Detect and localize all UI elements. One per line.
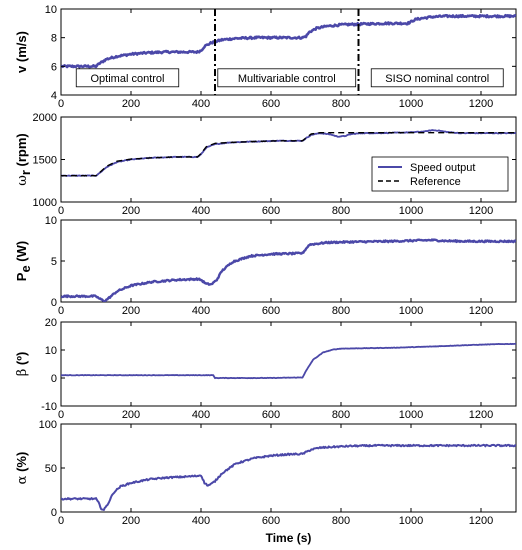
panel-1: 0 200 400 600 800 1000 1200 4 6 8 10 v (m/s) Optimal… [14, 4, 517, 110]
y-tick-label: 10 [45, 215, 57, 227]
x-tick-label: 1200 [469, 205, 493, 217]
phase-label-2: Multivariable control [238, 73, 336, 85]
x-tick-label: 1200 [469, 515, 493, 527]
x-tick-label: 400 [192, 305, 210, 317]
legend-entry-2: Reference [410, 176, 461, 188]
x-tick-label: 1000 [399, 409, 423, 421]
series-line-1 [61, 238, 516, 302]
phase-label-box [75, 68, 180, 88]
y-tick-label: 6 [51, 61, 57, 73]
series-line-1 [61, 443, 516, 511]
x-tick-label: 400 [192, 98, 210, 110]
x-tick-label: 800 [332, 205, 350, 217]
x-tick-label: 200 [122, 98, 140, 110]
y-tick-label: 0 [51, 373, 57, 385]
y-axis-label: α (%) [14, 452, 30, 485]
plot-area [60, 219, 517, 303]
legend-entry-1: Speed output [410, 162, 475, 174]
x-tick-label: 0 [58, 205, 64, 217]
phase-label-box [370, 68, 504, 88]
plot-area [60, 321, 517, 407]
y-axis-label: β (º) [14, 352, 30, 377]
x-tick-label: 1200 [469, 98, 493, 110]
y-tick-label: 2000 [33, 112, 57, 124]
x-tick-label: 400 [192, 515, 210, 527]
x-tick-label: 200 [122, 305, 140, 317]
x-tick-label: 0 [58, 305, 64, 317]
y-tick-label: 1500 [33, 155, 57, 167]
x-tick-label: 1000 [399, 205, 423, 217]
x-tick-label: 0 [58, 98, 64, 110]
series-line-1 [61, 342, 516, 380]
phase-label-box [217, 68, 357, 88]
series-line-1 [61, 13, 516, 69]
y-axis-label: Pe (W) [14, 241, 33, 281]
x-tick-label: 200 [122, 205, 140, 217]
x-tick-label: 600 [262, 205, 280, 217]
y-tick-label: 10 [45, 4, 57, 16]
y-tick-label: 0 [51, 297, 57, 309]
y-tick-label: 0 [51, 507, 57, 519]
plot-area [60, 423, 517, 513]
phase-label-3: SISO nominal control [385, 73, 489, 85]
series-line-2 [61, 132, 516, 177]
y-tick-label: 50 [45, 463, 57, 475]
x-tick-label: 800 [332, 515, 350, 527]
x-tick-label: 0 [58, 515, 64, 527]
x-tick-label: 800 [332, 305, 350, 317]
y-tick-label: 10 [45, 345, 57, 357]
panel-5: 0 200 400 600 800 1000 1200 0 50 100 α (%) [14, 419, 517, 527]
x-tick-label: 200 [122, 515, 140, 527]
y-tick-label: 20 [45, 317, 57, 329]
y-tick-label: 8 [51, 33, 57, 45]
phase-label-1: Optimal control [91, 73, 165, 85]
y-axis-label: v (m/s) [14, 31, 29, 73]
x-tick-label: 1000 [399, 98, 423, 110]
legend [371, 156, 509, 192]
x-tick-label: 800 [332, 98, 350, 110]
x-tick-label: 600 [262, 305, 280, 317]
x-tick-label: 600 [262, 409, 280, 421]
y-tick-label: 1000 [33, 197, 57, 209]
y-axis-label: ωr (rpm) [14, 133, 33, 186]
x-axis-label: Time (s) [266, 531, 312, 545]
panel-3: 0 200 400 600 800 1000 1200 0 5 10 Pe (W) [14, 215, 517, 317]
x-tick-label: 800 [332, 409, 350, 421]
x-tick-label: 1200 [469, 305, 493, 317]
y-tick-label: -10 [41, 401, 57, 413]
x-tick-label: 0 [58, 409, 64, 421]
x-tick-label: 600 [262, 98, 280, 110]
x-tick-label: 1000 [399, 305, 423, 317]
x-tick-label: 1000 [399, 515, 423, 527]
y-tick-label: 100 [39, 419, 57, 431]
y-tick-label: 4 [51, 90, 57, 102]
x-tick-label: 400 [192, 409, 210, 421]
x-tick-label: 1200 [469, 409, 493, 421]
x-tick-label: 600 [262, 515, 280, 527]
y-tick-label: 5 [51, 256, 57, 268]
x-tick-label: 200 [122, 409, 140, 421]
x-tick-label: 400 [192, 205, 210, 217]
